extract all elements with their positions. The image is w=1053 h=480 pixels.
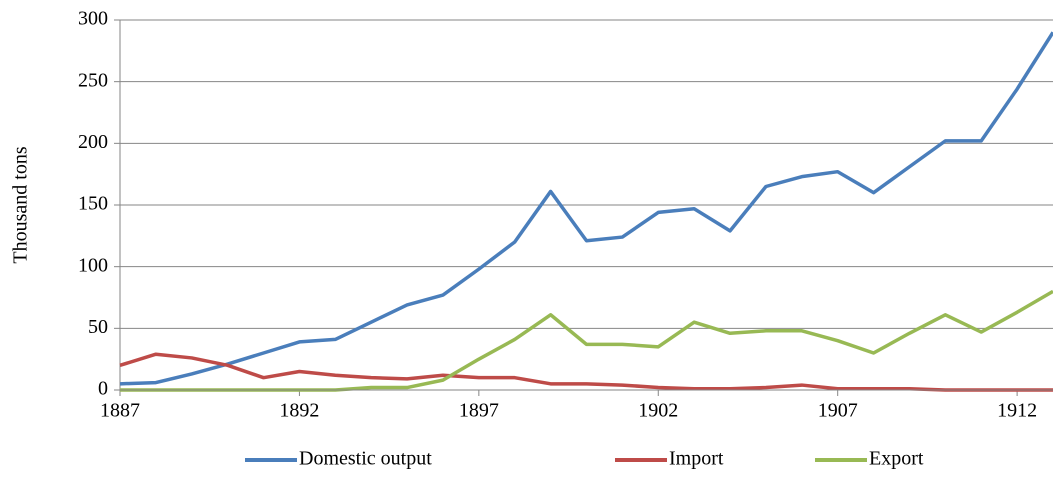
y-tick-label: 0 — [98, 378, 108, 400]
x-tick-label: 1912 — [997, 400, 1037, 422]
series-line — [119, 352, 1053, 392]
legend-label: Import — [669, 448, 724, 470]
y-tick-label: 100 — [78, 254, 108, 276]
legend-label: Domestic output — [299, 448, 432, 470]
legend-label: Export — [869, 448, 924, 470]
series-line — [119, 31, 1053, 386]
y-tick-label: 300 — [78, 8, 108, 30]
x-tick-label: 1892 — [279, 400, 319, 422]
x-tick-label: 1907 — [818, 400, 858, 422]
x-tick-label: 1897 — [459, 400, 499, 422]
x-tick-label: 1887 — [100, 400, 140, 422]
x-tick-label: 1902 — [638, 400, 678, 422]
y-tick-label: 200 — [78, 131, 108, 153]
y-tick-label: 250 — [78, 69, 108, 91]
y-tick-label: 50 — [88, 316, 108, 338]
y-axis-label: Thousand tons — [10, 146, 32, 263]
y-tick-label: 150 — [78, 193, 108, 215]
